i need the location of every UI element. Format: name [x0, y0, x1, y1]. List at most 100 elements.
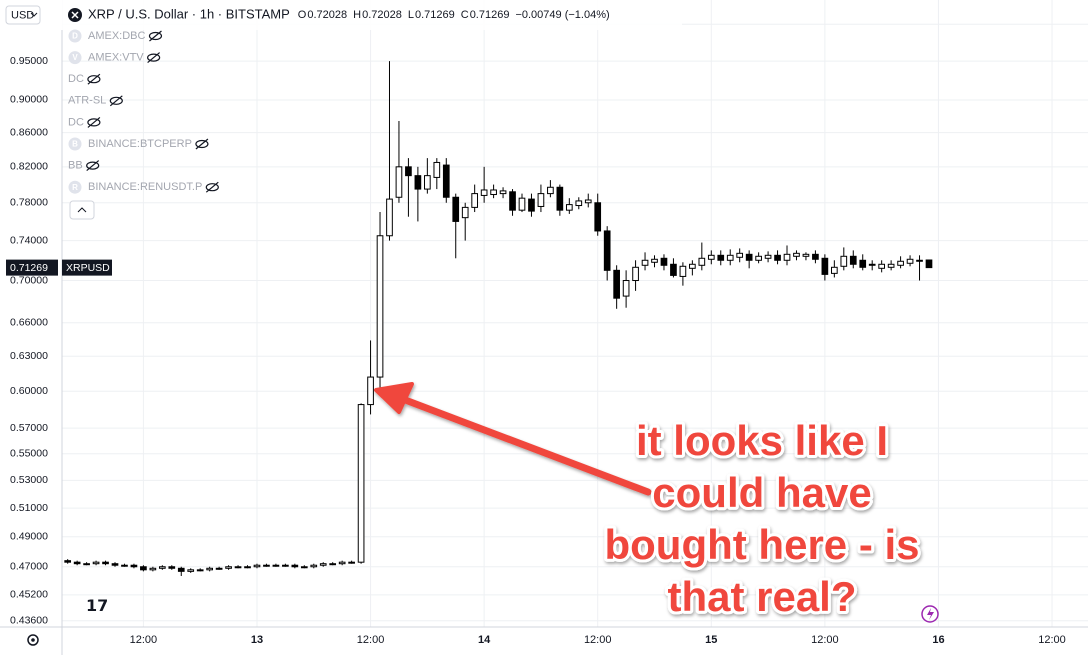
- indicator-name: ATR-SL: [68, 95, 106, 107]
- indicator-icon-letter: R: [72, 183, 78, 192]
- hidden-eye-slash: [109, 95, 123, 107]
- candle-body: [679, 265, 687, 277]
- candle-body: [707, 254, 715, 260]
- hidden-eye-slash: [205, 181, 219, 193]
- y-tick-label: 0.63000: [10, 350, 48, 362]
- alert-icon[interactable]: [921, 605, 939, 623]
- candle-body: [528, 198, 535, 212]
- indicator-icon-letter: V: [72, 53, 78, 62]
- candle-body: [575, 200, 583, 207]
- candle-body: [442, 164, 450, 198]
- candle-body: [367, 376, 374, 406]
- candle-body: [386, 198, 393, 237]
- hidden-eye[interactable]: [87, 75, 101, 84]
- y-tick-label: 0.60000: [10, 385, 48, 397]
- candle-body: [130, 564, 138, 568]
- candle-body: [405, 166, 412, 177]
- x-tick-label: 12:00: [584, 634, 612, 646]
- settings-icon[interactable]: [27, 634, 39, 646]
- candle-body: [537, 193, 545, 207]
- candle-body: [300, 566, 308, 569]
- candle-body: [395, 166, 403, 198]
- candle-body: [689, 263, 696, 269]
- symbol-tag-bg: [62, 259, 112, 276]
- candle-body: [859, 259, 867, 268]
- candle-body: [272, 564, 280, 567]
- candle-body: [149, 567, 157, 571]
- candle-body: [736, 252, 744, 258]
- y-tick-label: 0.57000: [10, 422, 48, 434]
- hidden-eye[interactable]: [148, 31, 163, 41]
- indicator-name: DC: [68, 73, 84, 85]
- y-tick-label: 0.90000: [10, 94, 48, 106]
- ohlc-value: 0.71269: [470, 9, 510, 21]
- candle-body: [338, 561, 346, 565]
- ohlc-label: L: [408, 9, 414, 21]
- candle-body: [774, 254, 781, 261]
- symbol-logo-x: [71, 11, 79, 19]
- hidden-eye[interactable]: [109, 96, 123, 105]
- annotation-line: could have: [652, 469, 871, 516]
- candle-body: [887, 263, 895, 268]
- collapse-icon: [77, 207, 87, 213]
- hidden-eye[interactable]: [147, 53, 161, 62]
- candle-body: [509, 191, 516, 211]
- x-tick-label: 12:00: [130, 634, 158, 646]
- candle-body: [348, 561, 355, 564]
- candle-body: [745, 253, 753, 261]
- hidden-eye-slash: [147, 52, 161, 64]
- indicator-name: DC: [68, 116, 84, 128]
- annotation-line: it looks like I: [636, 417, 888, 464]
- header-bg: [62, 0, 682, 30]
- tv-logo: 𝟭𝟳: [86, 598, 108, 615]
- candle-body: [319, 563, 327, 566]
- hidden-eye[interactable]: [86, 161, 100, 170]
- candle-body: [565, 204, 573, 211]
- hidden-eye[interactable]: [195, 139, 209, 149]
- currency-button[interactable]: [5, 5, 41, 25]
- y-tick-label: 0.82000: [10, 161, 48, 173]
- ohlc-value: 0.71269: [415, 9, 455, 21]
- symbol-tag: XRPUSD: [66, 262, 110, 274]
- candle-body: [802, 253, 810, 257]
- indicator-icon: [68, 51, 82, 65]
- candle-body: [594, 202, 602, 232]
- candle-body: [783, 253, 791, 261]
- candle-body: [187, 569, 195, 572]
- y-tick-label: 0.95000: [10, 55, 48, 67]
- chart-title: XRP / U.S. Dollar · 1h · BITSTAMP: [88, 6, 290, 21]
- y-tick-label: 0.66000: [10, 317, 48, 329]
- candle-body: [111, 563, 119, 566]
- candle-body: [897, 260, 904, 266]
- candle-body: [234, 566, 242, 569]
- x-tick-label: 15: [705, 634, 717, 646]
- x-tick-label: 13: [251, 634, 263, 646]
- candle-body: [812, 253, 819, 260]
- y-tick-label: 0.51000: [10, 502, 48, 514]
- candle-body: [253, 564, 261, 568]
- collapse-button[interactable]: [69, 200, 95, 220]
- hidden-eye[interactable]: [205, 183, 219, 192]
- candle-body: [244, 566, 251, 569]
- candle-body: [291, 564, 299, 568]
- candle-body: [414, 175, 422, 190]
- candle-body: [92, 561, 100, 565]
- y-tick-label: 0.55000: [10, 448, 48, 460]
- y-axis-bg: [0, 0, 62, 627]
- candle-body: [793, 252, 800, 257]
- ohlc-label: H: [353, 9, 361, 21]
- candle-body: [282, 564, 289, 567]
- annotation-line: bought here - is: [605, 521, 920, 568]
- indicator-name: BB: [68, 160, 83, 172]
- ohlc-value: 0.72028: [307, 9, 347, 21]
- candle-body: [622, 280, 630, 297]
- candle-body: [651, 258, 658, 263]
- hidden-eye[interactable]: [87, 118, 101, 127]
- x-tick-label: 12:00: [1038, 634, 1066, 646]
- price-tag-bg: [6, 259, 58, 276]
- candle-body: [868, 263, 876, 266]
- candle-body: [168, 566, 176, 569]
- indicator-icon: [68, 180, 82, 194]
- y-tick-label: 0.45200: [10, 589, 48, 601]
- candle-body: [206, 567, 213, 571]
